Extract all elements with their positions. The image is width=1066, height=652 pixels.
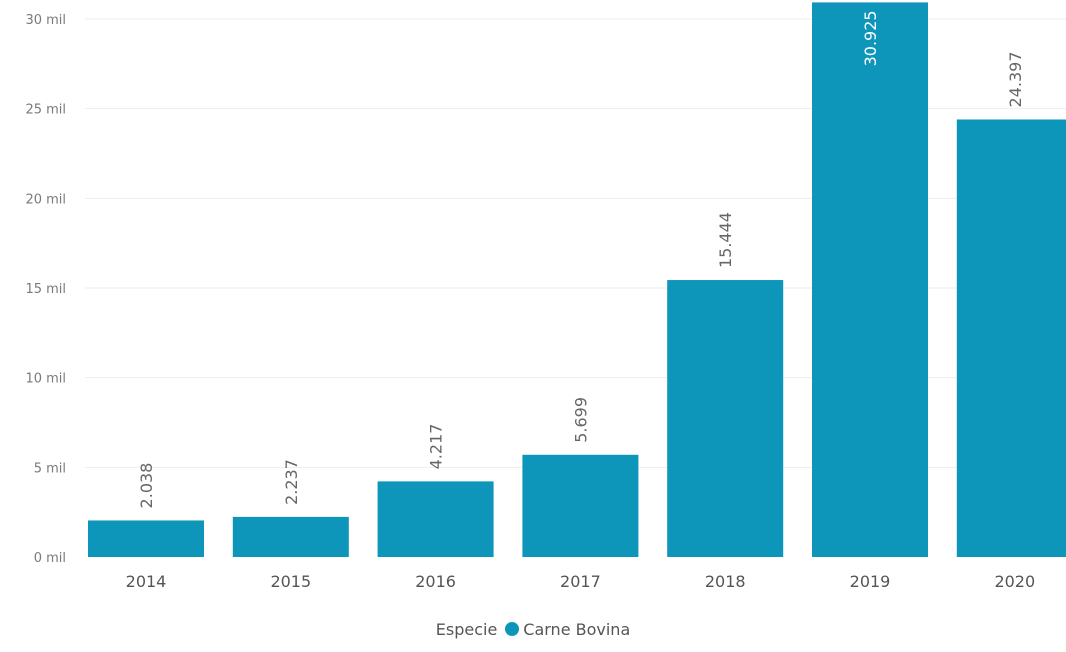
x-tick-label: 2016 <box>415 572 456 591</box>
y-tick-label: 25 mil <box>25 103 66 118</box>
bar-2017[interactable] <box>522 454 639 557</box>
data-label-2020: 24.397 <box>1006 51 1025 107</box>
x-tick-label: 2017 <box>560 572 601 591</box>
bar-2019[interactable] <box>812 2 928 557</box>
x-tick-label: 2014 <box>126 572 167 591</box>
y-tick-label: 0 mil <box>34 551 66 566</box>
legend-title: Especie <box>435 620 498 639</box>
data-label-2017: 5.699 <box>571 397 590 443</box>
bar-2016[interactable] <box>377 481 494 557</box>
data-label-2018: 15.444 <box>716 212 735 268</box>
x-tick-label: 2020 <box>994 572 1035 591</box>
data-label-2015: 2.237 <box>282 459 301 505</box>
y-tick-label: 15 mil <box>25 282 66 297</box>
y-tick-label: 20 mil <box>25 192 66 207</box>
x-tick-label: 2019 <box>850 572 891 591</box>
bar-2018[interactable] <box>667 280 784 557</box>
data-label-2014: 2.038 <box>137 463 156 509</box>
y-tick-label: 5 mil <box>34 461 66 476</box>
legend: Especie Carne Bovina <box>0 620 1066 639</box>
data-label-2019: 30.925 <box>861 10 880 66</box>
y-tick-label: 30 mil <box>25 13 66 28</box>
legend-marker-icon[interactable] <box>505 622 520 636</box>
bar-2020[interactable] <box>956 119 1066 557</box>
x-tick-label: 2018 <box>705 572 746 591</box>
bar-2015[interactable] <box>232 516 349 557</box>
bar-2014[interactable] <box>88 520 204 557</box>
y-tick-label: 10 mil <box>25 372 66 387</box>
data-label-2016: 4.217 <box>427 424 446 470</box>
legend-series-name[interactable]: Carne Bovina <box>523 620 631 639</box>
x-tick-label: 2015 <box>270 572 311 591</box>
